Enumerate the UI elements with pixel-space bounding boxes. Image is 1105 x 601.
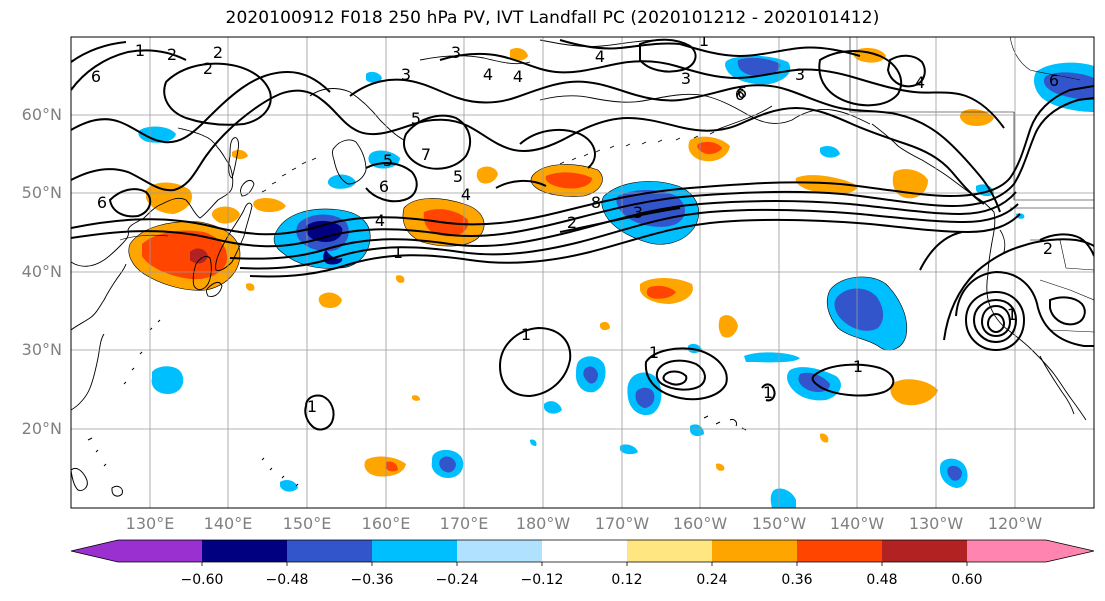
colorbar-tick-label: 0.36 <box>781 572 813 588</box>
contour-label: 3 <box>401 65 411 84</box>
contour-label: 6 <box>379 177 389 196</box>
contour-label: 5 <box>383 151 393 170</box>
graticule <box>71 37 1094 508</box>
contour-label: 1 <box>1007 305 1017 324</box>
colorbar-tick-label: 0.60 <box>951 572 983 588</box>
lat-label-50n: 50°N <box>21 183 62 202</box>
lon-label-180w: 180°W <box>515 514 571 533</box>
map-frame <box>70 36 1095 509</box>
lon-label-150w: 150°W <box>751 514 807 533</box>
lon-label-170w: 170°W <box>594 514 650 533</box>
contour-label: 3 <box>451 43 461 62</box>
lon-label-140e: 140°E <box>203 514 253 533</box>
contour-label: 5 <box>453 167 463 186</box>
contour-label: 4 <box>513 67 523 86</box>
lon-label-130w: 130°W <box>908 514 964 533</box>
islands <box>71 319 747 497</box>
colorbar-tick-label: −0.48 <box>265 572 309 588</box>
contour-label: 1 <box>853 357 863 376</box>
contour-label: 6 <box>737 83 747 102</box>
colorbar-tick-label: 0.12 <box>611 572 643 588</box>
contour-label: 1 <box>393 243 403 262</box>
pv-contours <box>71 38 1094 431</box>
coastlines <box>71 39 1087 421</box>
anomaly-region-west-blue <box>151 366 184 394</box>
contour-label: 6 <box>97 193 107 212</box>
contour-label: 2 <box>213 43 223 62</box>
contour-label: 1 <box>521 325 531 344</box>
contour-label: 6 <box>91 67 101 86</box>
contour-label: 1 <box>699 31 709 50</box>
lon-label-160w: 160°W <box>672 514 728 533</box>
contour-label: 6 <box>735 85 745 104</box>
contour-label: 4 <box>595 47 605 66</box>
lon-label-130e: 130°E <box>125 514 175 533</box>
contour-labels: 6 1 2 2 3 4 4 3 4 3 6 3 2 1 6 5 5 7 4 6 <box>91 31 1059 416</box>
colorbar-tick-label: 0.24 <box>696 572 728 588</box>
contour-label: 1 <box>649 343 659 362</box>
contour-label: 1 <box>307 397 317 416</box>
colorbar-min-extension <box>71 540 118 562</box>
colorbar-tick-label: −0.36 <box>350 572 394 588</box>
contour-label: 4 <box>375 211 385 230</box>
lat-label-20n: 20°N <box>21 419 62 438</box>
contour-label: 4 <box>461 185 471 204</box>
contour-label: 8 <box>591 193 601 212</box>
contour-label: 3 <box>681 69 691 88</box>
anomaly-region-sea-of-okhotsk-blue <box>138 126 176 143</box>
contour-label: 4 <box>483 65 493 84</box>
colorbar-tick-label: −0.24 <box>435 572 479 588</box>
lon-label-170e: 170°E <box>439 514 489 533</box>
contour-label: 7 <box>421 145 431 164</box>
lon-label-150e: 150°E <box>282 514 332 533</box>
contour-label: 4 <box>915 73 925 92</box>
contour-label: 2 <box>567 213 577 232</box>
contour-label: 3 <box>795 65 805 84</box>
contour-label: 2 <box>167 45 177 64</box>
figure-title: 2020100912 F018 250 hPa PV, IVT Landfall… <box>225 8 880 28</box>
contour-label: 2 <box>203 59 213 78</box>
colorbar-tick-label: 0.48 <box>866 572 898 588</box>
lon-label-140w: 140°W <box>829 514 885 533</box>
colorbar-tick-label: −0.60 <box>180 572 224 588</box>
contour-label: 1 <box>135 41 145 60</box>
lat-label-30n: 30°N <box>21 340 62 359</box>
colorbar-tick-label: −0.12 <box>520 572 564 588</box>
contour-label: 6 <box>1049 71 1059 90</box>
contour-label: 1 <box>763 383 773 402</box>
colorbar-max-extension <box>1046 540 1094 562</box>
lat-label-40n: 40°N <box>21 262 62 281</box>
contour-label: 5 <box>411 109 421 128</box>
contour-label: 3 <box>633 203 643 222</box>
colorbar <box>70 539 1095 566</box>
map-background <box>71 37 1094 508</box>
contour-label: 2 <box>1043 239 1053 258</box>
lon-label-160e: 160°E <box>361 514 411 533</box>
lon-label-120w: 120°W <box>987 514 1043 533</box>
lat-label-60n: 60°N <box>21 105 62 124</box>
